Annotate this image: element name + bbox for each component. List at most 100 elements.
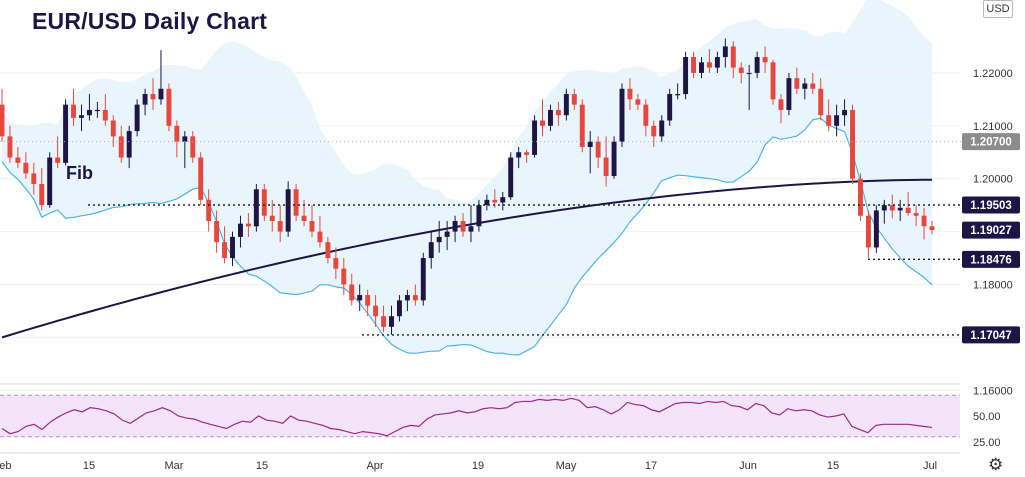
candle-body (818, 88, 824, 116)
candle (150, 78, 156, 110)
time-tick-label: 15 (827, 460, 839, 472)
candle (794, 67, 800, 95)
candle (818, 78, 824, 121)
candle (929, 221, 935, 235)
candle-body (635, 99, 641, 105)
candle (341, 258, 347, 296)
candle (532, 115, 538, 158)
candle (540, 99, 545, 137)
candle-body (158, 88, 164, 100)
candle-body (913, 213, 919, 216)
candle-body (834, 115, 840, 126)
chart-title: EUR/USD Daily Chart (32, 8, 268, 34)
candle-body (889, 205, 895, 211)
price-label-box (962, 326, 1020, 344)
candle (730, 41, 736, 79)
settings-gear-icon[interactable]: ⚙ (988, 455, 1004, 474)
candle (245, 213, 251, 237)
candle-body (301, 215, 307, 222)
price-tick-label: 1.22000 (973, 68, 1013, 80)
candle (86, 94, 92, 121)
candle (349, 273, 355, 306)
price-label-text: 1.19027 (970, 225, 1012, 237)
candle (547, 104, 553, 132)
candle (468, 205, 474, 243)
candle-body (381, 316, 387, 327)
candle (611, 136, 617, 179)
candle (325, 236, 331, 264)
candle-body (198, 157, 204, 200)
candle-body (810, 83, 816, 89)
bollinger-lower-line (1, 117, 933, 356)
candle (826, 99, 832, 132)
candle (683, 51, 689, 100)
candle-body (706, 62, 712, 68)
candle-body (540, 120, 545, 126)
candle (651, 120, 657, 147)
candle-body (31, 173, 37, 184)
currency-button[interactable]: USD (983, 0, 1013, 18)
candle (834, 104, 840, 137)
time-axis[interactable]: Feb 15 Mar 15 Apr 19 May 17 Jun 15 Jul (0, 452, 960, 472)
price-label-box (962, 133, 1020, 151)
candle (261, 183, 267, 222)
candle (126, 125, 132, 169)
candle-body (643, 104, 649, 126)
candle (174, 120, 180, 158)
candle (603, 136, 609, 187)
candle (237, 215, 243, 248)
candle (563, 88, 569, 121)
candle (842, 99, 848, 126)
candle-body (500, 197, 506, 203)
candle-body (778, 99, 784, 110)
candle (595, 136, 601, 169)
candle-body (412, 295, 418, 301)
candle (428, 231, 434, 269)
candle-body (0, 104, 5, 137)
candle-body (659, 120, 665, 137)
candle-body (714, 57, 720, 68)
candle-body (396, 300, 402, 317)
candle (166, 83, 172, 132)
price-gridlines (0, 72, 960, 391)
candle-body (142, 94, 148, 105)
time-tick-label: Jun (739, 460, 757, 472)
price-label-box (962, 221, 1020, 239)
bollinger-band-area (2, 0, 932, 355)
rsi-pane (0, 394, 960, 438)
candle-body (269, 215, 275, 222)
candle (555, 101, 561, 126)
candle-body (746, 72, 752, 75)
candle-body (484, 199, 490, 206)
candle (214, 210, 220, 253)
moving-average-200-line (1, 178, 933, 339)
candle (301, 199, 307, 227)
price-tick-label: 1.20000 (973, 174, 1013, 186)
candle (484, 194, 490, 211)
candle (198, 152, 204, 206)
time-tick-label: 15 (256, 460, 268, 472)
candle (524, 149, 530, 163)
rsi-axis[interactable]: 50.00 25.00 (973, 411, 1001, 449)
candle-body (94, 109, 100, 112)
candle-body (436, 236, 442, 243)
candle-body (7, 136, 13, 158)
candle (269, 199, 275, 232)
candle-body (325, 242, 331, 259)
candle (754, 51, 760, 79)
price-label: 1.20700 (962, 133, 1020, 151)
candle (31, 162, 37, 195)
candle-body (627, 88, 633, 100)
candle (500, 191, 506, 211)
candle (412, 284, 418, 306)
candle-body (444, 231, 450, 237)
candle (873, 205, 879, 253)
candle-body (214, 221, 220, 243)
candle (23, 152, 29, 179)
candle (0, 88, 5, 142)
candle-body (516, 152, 522, 158)
candle (699, 57, 704, 79)
candle (865, 210, 871, 259)
